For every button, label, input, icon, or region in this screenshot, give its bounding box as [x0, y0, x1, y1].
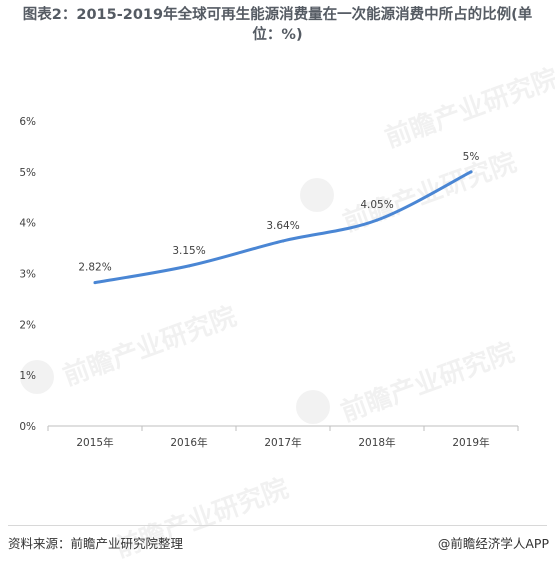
- y-tick-label: 4%: [19, 218, 36, 230]
- chart-title: 图表2：2015-2019年全球可再生能源消费量在一次能源消费中所占的比例(单位…: [22, 7, 533, 43]
- x-tick-label: 2019年: [452, 436, 489, 449]
- data-label: 5%: [463, 151, 480, 163]
- y-tick-label: 0%: [19, 421, 36, 433]
- source-note: 资料来源：前瞻产业研究院整理: [8, 536, 184, 551]
- y-tick-label: 3%: [19, 269, 36, 281]
- data-point: [469, 170, 473, 174]
- x-tick-label: 2018年: [358, 436, 395, 449]
- y-tick-label: 5%: [19, 167, 36, 179]
- x-tick-label: 2016年: [170, 436, 207, 449]
- x-tick-label: 2017年: [264, 436, 301, 449]
- credit-note: @前瞻经济学人APP: [437, 536, 549, 551]
- footer-divider: [8, 525, 547, 526]
- data-label: 4.05%: [360, 199, 393, 211]
- data-point: [187, 264, 191, 268]
- y-tick-label: 1%: [19, 370, 36, 382]
- data-point: [375, 218, 379, 222]
- y-tick-label: 6%: [19, 116, 36, 128]
- data-point: [93, 281, 97, 285]
- data-label: 2.82%: [78, 262, 111, 274]
- data-label: 3.15%: [172, 245, 205, 257]
- x-tick-label: 2015年: [76, 436, 113, 449]
- y-tick-label: 2%: [19, 319, 36, 331]
- data-label: 3.64%: [266, 220, 299, 232]
- data-point: [281, 239, 285, 243]
